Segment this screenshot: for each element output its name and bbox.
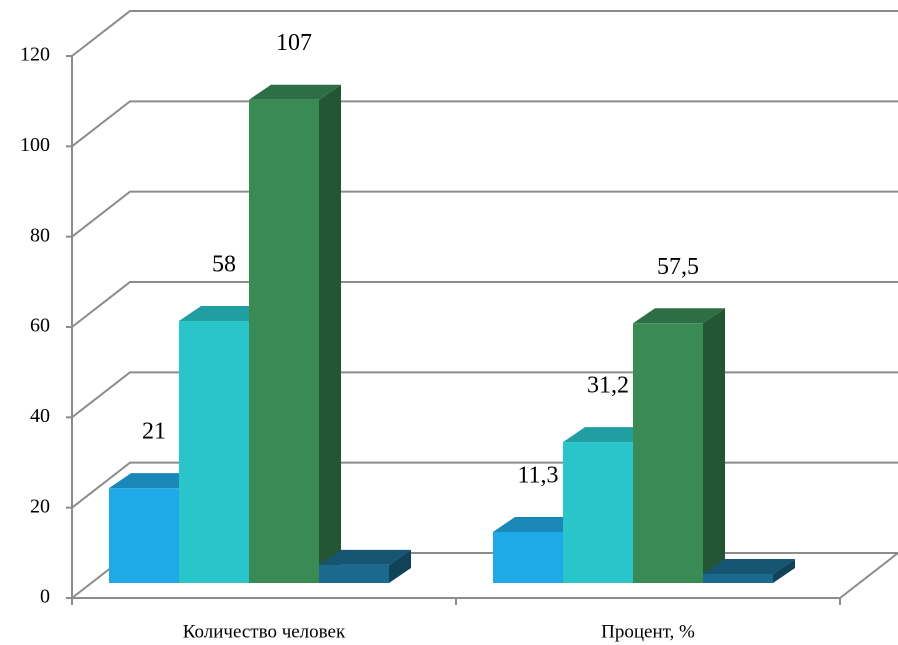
grid-line: [71, 100, 898, 148]
grid-line: [71, 10, 898, 57]
y-tick-label: 40: [30, 405, 50, 427]
bar: [563, 442, 633, 583]
bar-side: [319, 84, 341, 583]
y-tick-label: 20: [30, 495, 50, 517]
bar-top: [179, 306, 271, 322]
bar-side: [389, 549, 411, 583]
grid-line: [71, 190, 898, 238]
bar-top: [563, 427, 655, 443]
bar-side: [703, 308, 725, 583]
bar: [493, 531, 563, 583]
value-label: 107: [276, 30, 312, 56]
value-label: 57,5: [657, 254, 699, 280]
value-label: 58: [212, 252, 236, 278]
bar-top: [109, 473, 201, 489]
bar-top: [493, 516, 585, 532]
bar: [703, 573, 773, 583]
bar: [633, 323, 703, 583]
bar: [319, 564, 389, 583]
bar-top: [319, 549, 411, 565]
bar-top: [703, 558, 795, 574]
bar-top: [249, 84, 341, 100]
bar: [109, 488, 179, 583]
x-tick-label: Количество человек: [183, 621, 346, 642]
bar: [249, 99, 319, 583]
bar-top: [633, 308, 725, 324]
y-tick-label: 80: [30, 224, 50, 246]
value-label: 11,3: [517, 462, 558, 488]
grid-line: [71, 281, 898, 328]
value-label: 21: [142, 419, 166, 445]
y-tick-label: 100: [20, 134, 50, 156]
bar: [179, 321, 249, 583]
value-label: 31,2: [587, 373, 629, 399]
y-tick-label: 120: [20, 44, 50, 66]
y-tick-label: 0: [40, 586, 50, 608]
y-tick-label: 60: [30, 315, 50, 337]
bar-side: [773, 558, 795, 583]
x-tick-label: Процент, %: [601, 621, 695, 642]
